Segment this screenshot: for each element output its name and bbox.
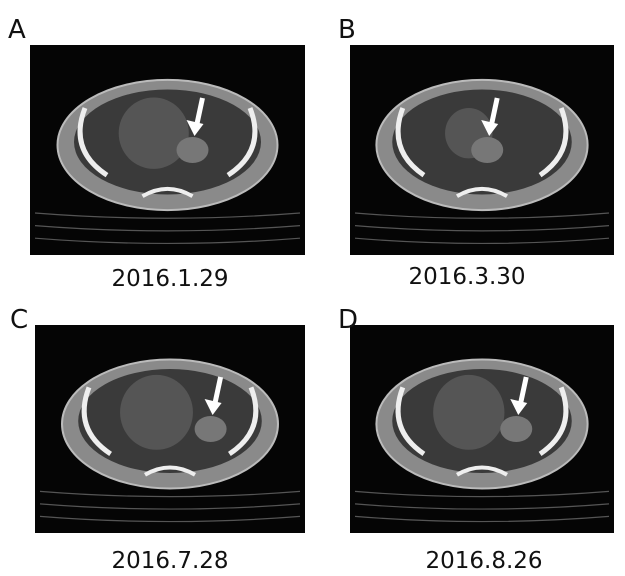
panel-label: D (338, 305, 358, 335)
ct-panel: C 2016.7.28 (10, 305, 305, 574)
ct-panel: B 2016.3.30 (338, 15, 614, 290)
scan-date: 2016.7.28 (111, 548, 228, 574)
panel-label: A (8, 15, 26, 45)
ct-mass (119, 98, 189, 169)
scan-date: 2016.1.29 (111, 266, 228, 292)
ct-mass (120, 375, 193, 450)
ct-mass (433, 375, 504, 450)
panel-label: B (338, 15, 356, 45)
ct-lesion (177, 137, 209, 163)
ct-lesion (195, 416, 227, 442)
ct-lesion (500, 416, 532, 442)
ct-panel: A 2016.1.29 (8, 15, 305, 292)
panel-label: C (10, 305, 28, 335)
scan-date: 2016.8.26 (425, 548, 542, 574)
scan-date: 2016.3.30 (408, 264, 525, 290)
ct-panel: D 2016.8.26 (338, 305, 614, 574)
ct-lesion (471, 137, 503, 163)
figure: A 2016.1.29 B 2016.3.30 C 2016.7.28 D 2016.8.26 (0, 0, 625, 576)
